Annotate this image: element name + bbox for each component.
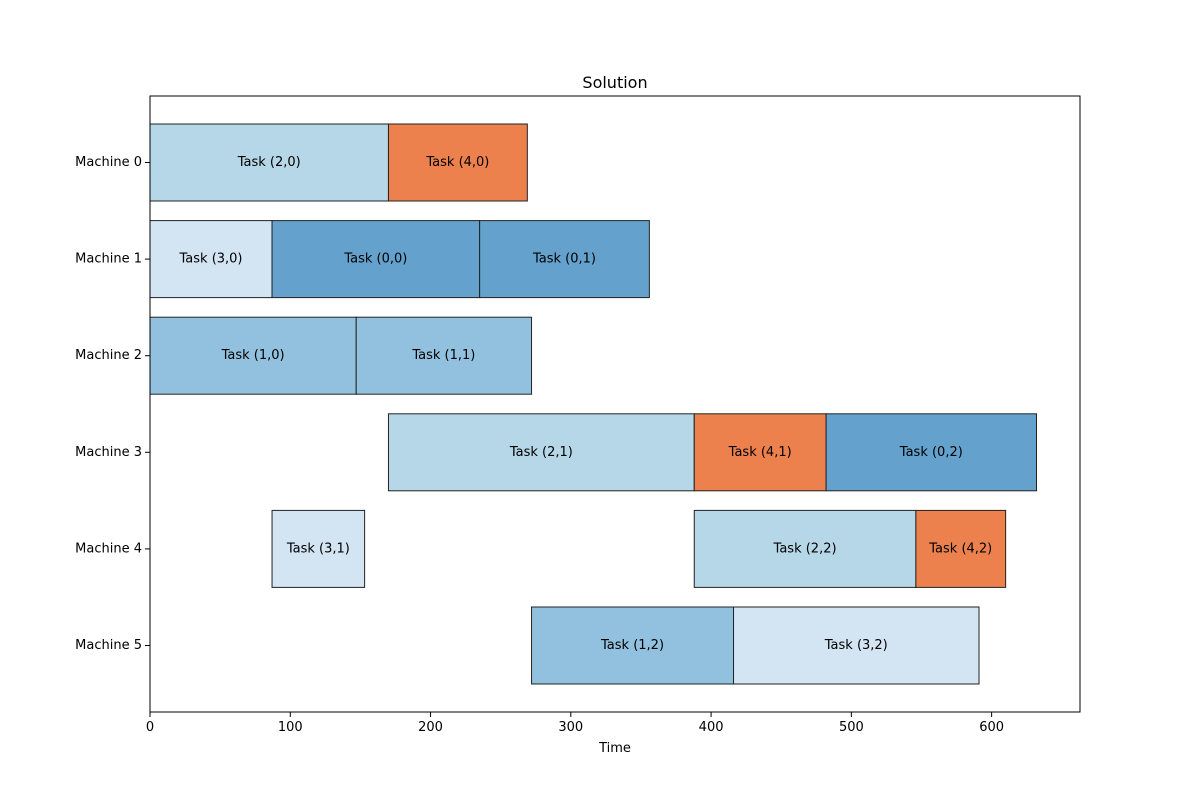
y-tick-label: Machine 0 xyxy=(75,155,142,170)
task-label: Task (4,1) xyxy=(728,445,792,460)
x-tick-label: 100 xyxy=(278,720,303,735)
task-bar xyxy=(825,413,1038,492)
x-tick-label: 200 xyxy=(418,720,443,735)
task-bar xyxy=(693,509,917,588)
task-bar xyxy=(387,123,528,202)
y-tick-label: Machine 3 xyxy=(75,445,142,460)
x-tick-label: 300 xyxy=(558,720,583,735)
task-label: Task (3,0) xyxy=(179,252,243,267)
chart-title: Solution xyxy=(582,73,647,92)
x-axis: 0 100 200 300 400 500 600 xyxy=(146,712,1004,735)
task-label: Task (4,2) xyxy=(928,541,992,556)
task-bar xyxy=(733,606,980,685)
task-label: Task (1,1) xyxy=(411,348,475,363)
x-axis-label: Time xyxy=(598,741,631,756)
y-tick-label: Machine 4 xyxy=(75,541,142,556)
task-bar xyxy=(271,509,366,588)
task-bar xyxy=(479,220,650,299)
task-label: Task (3,2) xyxy=(824,638,888,653)
task-label: Task (4,0) xyxy=(425,155,489,170)
task-bar xyxy=(387,413,695,492)
y-tick-label: Machine 5 xyxy=(75,638,142,653)
x-tick-label: 600 xyxy=(979,720,1004,735)
task-label: Task (2,1) xyxy=(509,445,573,460)
task-bar xyxy=(531,606,735,685)
task-label: Task (1,2) xyxy=(600,638,664,653)
task-bars xyxy=(149,123,1038,685)
y-axis: Machine 0 Machine 1 Machine 2 Machine 3 Mach… xyxy=(75,155,150,653)
task-label: Task (0,0) xyxy=(343,252,407,267)
task-label: Task (3,1) xyxy=(286,541,350,556)
task-bar xyxy=(149,220,273,299)
x-tick-label: 500 xyxy=(839,720,864,735)
task-label: Task (2,2) xyxy=(773,541,837,556)
task-label: Task (0,1) xyxy=(532,252,596,267)
task-bar xyxy=(355,316,533,395)
x-tick-label: 0 xyxy=(146,720,154,735)
task-label: Task (2,0) xyxy=(237,155,301,170)
y-tick-label: Machine 1 xyxy=(75,252,142,267)
task-label: Task (1,0) xyxy=(221,348,285,363)
x-tick-label: 400 xyxy=(699,720,724,735)
task-bar xyxy=(915,509,1007,588)
task-bar xyxy=(271,220,481,299)
task-labels: Task (2,0) Task (4,0) Task (3,0) Task (0,0)… xyxy=(179,155,993,653)
task-bar xyxy=(693,413,827,492)
task-label: Task (0,2) xyxy=(899,445,963,460)
task-bar xyxy=(149,316,357,395)
plot-area-frame xyxy=(149,95,1081,713)
task-bar xyxy=(149,123,389,202)
y-tick-label: Machine 2 xyxy=(75,348,142,363)
